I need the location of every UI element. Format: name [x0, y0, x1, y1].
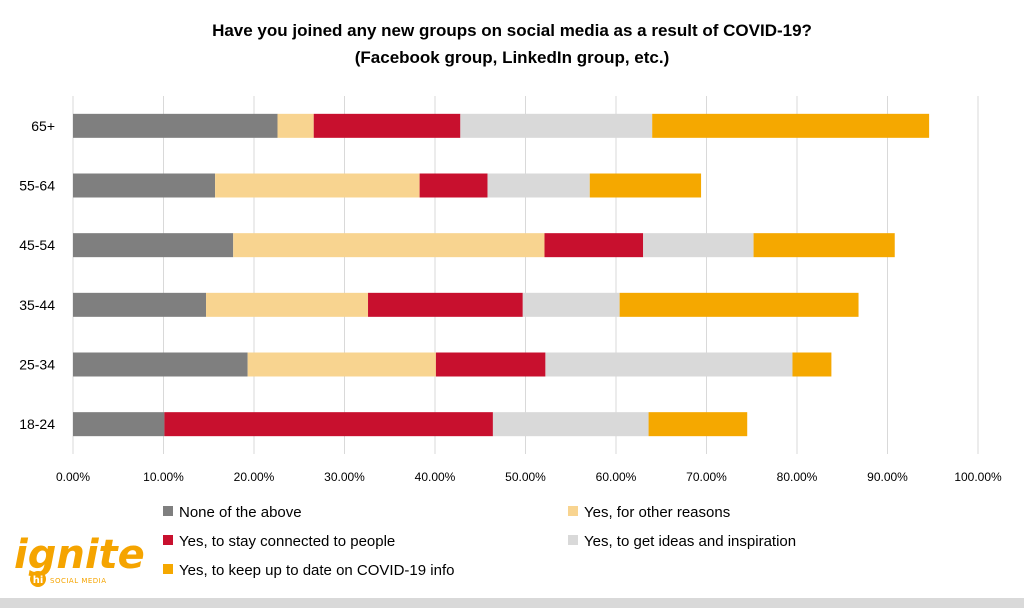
bar-segment: [460, 113, 653, 138]
grid: [72, 96, 979, 454]
x-tick-label: 90.00%: [867, 470, 908, 484]
bar-segment: [73, 233, 234, 258]
chart-title-line-2: (Facebook group, LinkedIn group, etc.): [355, 48, 670, 67]
legend-label: Yes, to get ideas and inspiration: [584, 533, 796, 550]
bar-segment: [215, 173, 420, 198]
bar-segment: [419, 173, 488, 198]
legend-label: Yes, to stay connected to people: [179, 533, 395, 550]
legend: None of the above Yes, for other reasons Y…: [163, 504, 796, 579]
bar-segment: [73, 412, 165, 437]
bars: [73, 113, 930, 437]
bar-segment: [233, 233, 545, 258]
bar-segment: [589, 173, 702, 198]
logo-badge-icon: [30, 571, 46, 587]
bar-segment: [73, 113, 278, 138]
bar-segment: [643, 233, 754, 258]
x-tick-label: 40.00%: [415, 470, 456, 484]
chart-title-line-1: Have you joined any new groups on social…: [212, 21, 812, 40]
bar-segment: [206, 292, 369, 317]
category-label: 25-34: [19, 357, 55, 373]
bar-segment: [247, 352, 436, 377]
bar-segment: [792, 352, 832, 377]
x-tick-labels: 0.00% 10.00% 20.00% 30.00% 40.00% 50.00% 60.00…: [56, 470, 1002, 484]
bar-segment: [435, 352, 546, 377]
bar-segment: [487, 173, 590, 198]
bar-segment: [313, 113, 461, 138]
legend-label: None of the above: [179, 504, 302, 521]
legend-label: Yes, to keep up to date on COVID-19 info: [179, 562, 454, 579]
bar-segment: [73, 173, 216, 198]
category-label: 65+: [31, 118, 55, 134]
bar-segment: [73, 292, 207, 317]
bar-segment: [753, 233, 895, 258]
legend-swatch: [568, 535, 578, 545]
bar-segment: [544, 233, 644, 258]
bar-segment: [277, 113, 314, 138]
bar-segment: [545, 352, 793, 377]
category-label: 18-24: [19, 416, 55, 432]
bar-segment: [522, 292, 620, 317]
x-tick-label: 60.00%: [596, 470, 637, 484]
x-tick-label: 30.00%: [324, 470, 365, 484]
bar-segment: [492, 412, 649, 437]
category-label: 55-64: [19, 178, 55, 194]
bar-segment: [619, 292, 859, 317]
bottom-border: [0, 598, 1024, 608]
x-tick-label: 100.00%: [954, 470, 1002, 484]
x-tick-label: 0.00%: [56, 470, 90, 484]
logo-badge-text: hi: [33, 575, 44, 586]
bar-segment: [648, 412, 748, 437]
ignite-logo: ignite hi SOCIAL MEDIA: [14, 532, 145, 587]
x-tick-label: 80.00%: [777, 470, 818, 484]
bar-segment: [73, 352, 248, 377]
legend-swatch: [163, 535, 173, 545]
x-tick-label: 50.00%: [505, 470, 546, 484]
x-tick-label: 20.00%: [234, 470, 275, 484]
legend-swatch: [163, 506, 173, 516]
category-labels: 65+ 55-64 45-54 35-44 25-34 18-24: [19, 118, 55, 432]
bar-segment: [368, 292, 523, 317]
bar-segment: [164, 412, 493, 437]
category-label: 45-54: [19, 237, 55, 253]
legend-label: Yes, for other reasons: [584, 504, 730, 521]
category-label: 35-44: [19, 297, 55, 313]
chart-title: Have you joined any new groups on social…: [212, 21, 812, 67]
legend-swatch: [568, 506, 578, 516]
logo-subtitle: SOCIAL MEDIA: [50, 577, 107, 585]
logo-wordmark: ignite: [14, 532, 145, 578]
legend-swatch: [163, 564, 173, 574]
x-tick-label: 10.00%: [143, 470, 184, 484]
x-tick-label: 70.00%: [686, 470, 727, 484]
bar-segment: [652, 113, 930, 138]
